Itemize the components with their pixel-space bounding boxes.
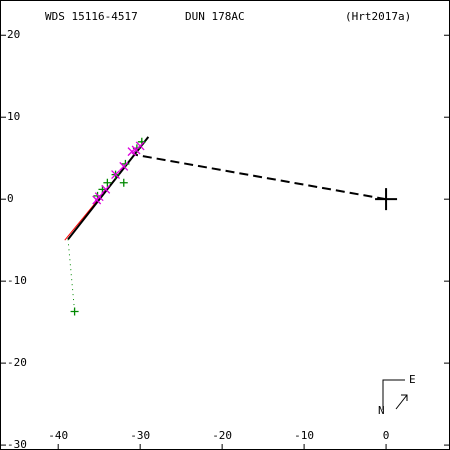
x-tick-label: -40 [48,429,68,442]
measurement [101,184,111,194]
measurement [103,178,112,187]
y-tick-label: -30 [7,438,27,450]
y-tick-label: 20 [7,28,20,41]
measurement [70,307,79,316]
trend-line [67,239,76,312]
y-tick-label: 0 [7,192,14,205]
pair-name: DUN 178AC [185,10,245,23]
chart-title: WDS 15116-4517 [45,10,138,23]
y-tick-label: -10 [7,274,27,287]
x-tick-label: 0 [383,429,390,442]
compass-arrow [395,394,408,410]
primary-star [375,188,398,211]
measurement [92,195,102,205]
reference: (Hrt2017a) [345,10,411,23]
compass-arrowhead [401,394,408,401]
measurement [127,147,137,157]
measurement [111,170,121,180]
compass-axes [382,379,405,410]
compass-north: N [378,404,385,417]
x-tick-label: -10 [294,429,314,442]
x-tick-label: -20 [212,429,232,442]
trend-line [135,153,387,201]
x-tick-label: -30 [130,429,150,442]
compass-east: E [409,373,416,386]
measurement [119,178,128,187]
y-tick-label: -20 [7,356,27,369]
y-tick-label: 10 [7,110,20,123]
measurement [119,161,129,171]
compass [382,379,408,410]
